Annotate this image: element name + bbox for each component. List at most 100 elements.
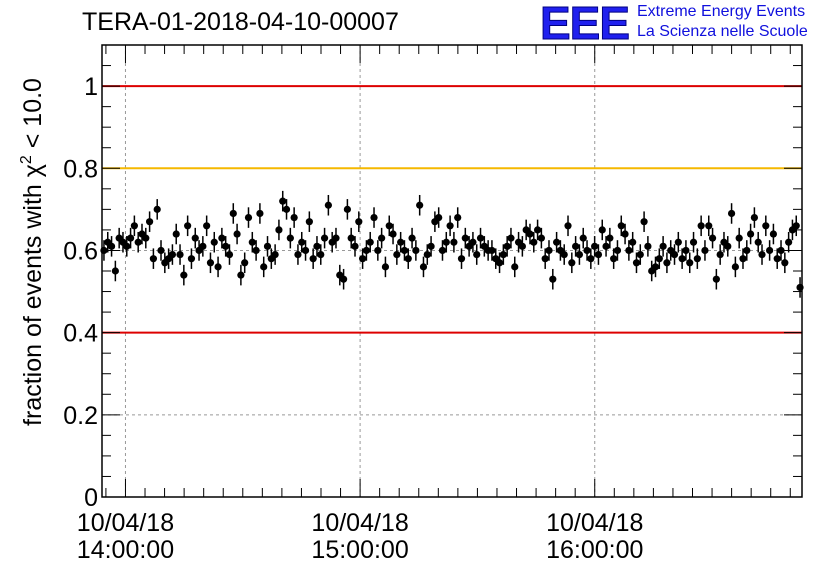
point-marker	[518, 242, 526, 250]
point-marker	[172, 230, 180, 238]
point-marker	[750, 213, 758, 222]
data-point	[621, 223, 629, 245]
data-point	[739, 248, 747, 269]
point-marker	[731, 263, 739, 271]
point-marker	[157, 246, 165, 255]
data-point	[526, 223, 534, 245]
data-point	[644, 236, 652, 257]
data-point	[655, 248, 663, 269]
data-point	[476, 227, 485, 249]
point-marker	[362, 246, 371, 255]
data-point	[693, 248, 701, 269]
point-marker	[674, 238, 682, 246]
data-point	[248, 231, 256, 253]
point-marker	[237, 271, 245, 279]
data-point	[735, 227, 743, 249]
point-marker	[708, 234, 717, 242]
data-point	[294, 244, 302, 265]
data-point	[507, 227, 515, 249]
data-point	[123, 236, 131, 257]
point-marker	[233, 230, 241, 238]
data-point	[632, 252, 641, 274]
point-marker	[130, 222, 138, 230]
data-point	[199, 236, 207, 257]
data-point	[606, 227, 614, 249]
point-marker	[351, 242, 359, 250]
data-point	[271, 244, 279, 265]
data-point	[309, 248, 317, 269]
point-marker	[476, 234, 485, 242]
point-marker	[533, 226, 542, 234]
data-point	[362, 240, 371, 261]
point-marker	[355, 218, 363, 226]
data-point	[712, 268, 720, 290]
data-point	[674, 231, 682, 253]
point-marker	[210, 238, 218, 246]
x-axis-ticks: 10/04/1814:00:0010/04/1815:00:0010/04/18…	[77, 45, 791, 564]
data-point	[214, 256, 222, 278]
data-point	[716, 244, 724, 265]
point-marker	[123, 242, 131, 250]
data-point	[157, 240, 165, 261]
point-marker	[408, 234, 416, 242]
point-marker	[568, 259, 576, 267]
data-point	[591, 236, 599, 257]
point-marker	[359, 255, 367, 263]
data-point	[419, 256, 428, 278]
data-point	[518, 236, 526, 257]
data-point	[263, 236, 272, 257]
data-point	[146, 211, 154, 232]
point-marker	[754, 238, 762, 246]
point-marker	[746, 230, 755, 238]
data-point	[450, 231, 458, 253]
point-marker	[184, 222, 192, 230]
data-point	[298, 231, 306, 253]
point-marker	[743, 246, 751, 255]
x-tick-label-date: 10/04/18	[546, 509, 643, 537]
point-marker	[545, 246, 553, 255]
data-point	[225, 244, 234, 265]
y-tick-label: 0.6	[63, 237, 98, 265]
y-tick-label: 0.8	[63, 155, 98, 183]
point-marker	[385, 222, 393, 230]
point-marker	[275, 226, 283, 234]
grid-lines	[102, 45, 802, 498]
point-marker	[773, 255, 781, 263]
point-marker	[781, 259, 789, 267]
data-point	[564, 215, 572, 237]
data-point	[572, 236, 580, 257]
data-point	[260, 256, 268, 278]
point-marker	[282, 205, 291, 213]
data-point	[743, 240, 751, 261]
data-point	[533, 219, 542, 241]
data-point	[427, 236, 435, 257]
data-point	[697, 215, 705, 237]
data-point	[613, 240, 622, 261]
point-marker	[640, 218, 648, 226]
point-marker	[617, 222, 625, 230]
data-point	[769, 223, 778, 245]
data-point	[488, 240, 496, 261]
data-point	[785, 231, 793, 253]
data-point	[617, 215, 625, 237]
data-point	[381, 256, 390, 278]
data-point	[537, 227, 545, 249]
point-marker	[769, 230, 778, 238]
point-marker	[294, 250, 302, 259]
point-marker	[412, 246, 420, 255]
point-marker	[206, 259, 215, 267]
point-marker	[610, 255, 618, 263]
point-marker	[735, 234, 743, 242]
point-marker	[256, 209, 264, 218]
point-marker	[739, 255, 747, 263]
data-point	[670, 244, 679, 265]
data-point	[560, 244, 568, 265]
point-marker	[142, 234, 150, 242]
point-marker	[499, 250, 507, 259]
point-marker	[686, 259, 694, 267]
data-point	[731, 256, 739, 278]
point-marker	[526, 230, 534, 238]
data-point	[184, 215, 192, 237]
data-point	[777, 240, 785, 261]
